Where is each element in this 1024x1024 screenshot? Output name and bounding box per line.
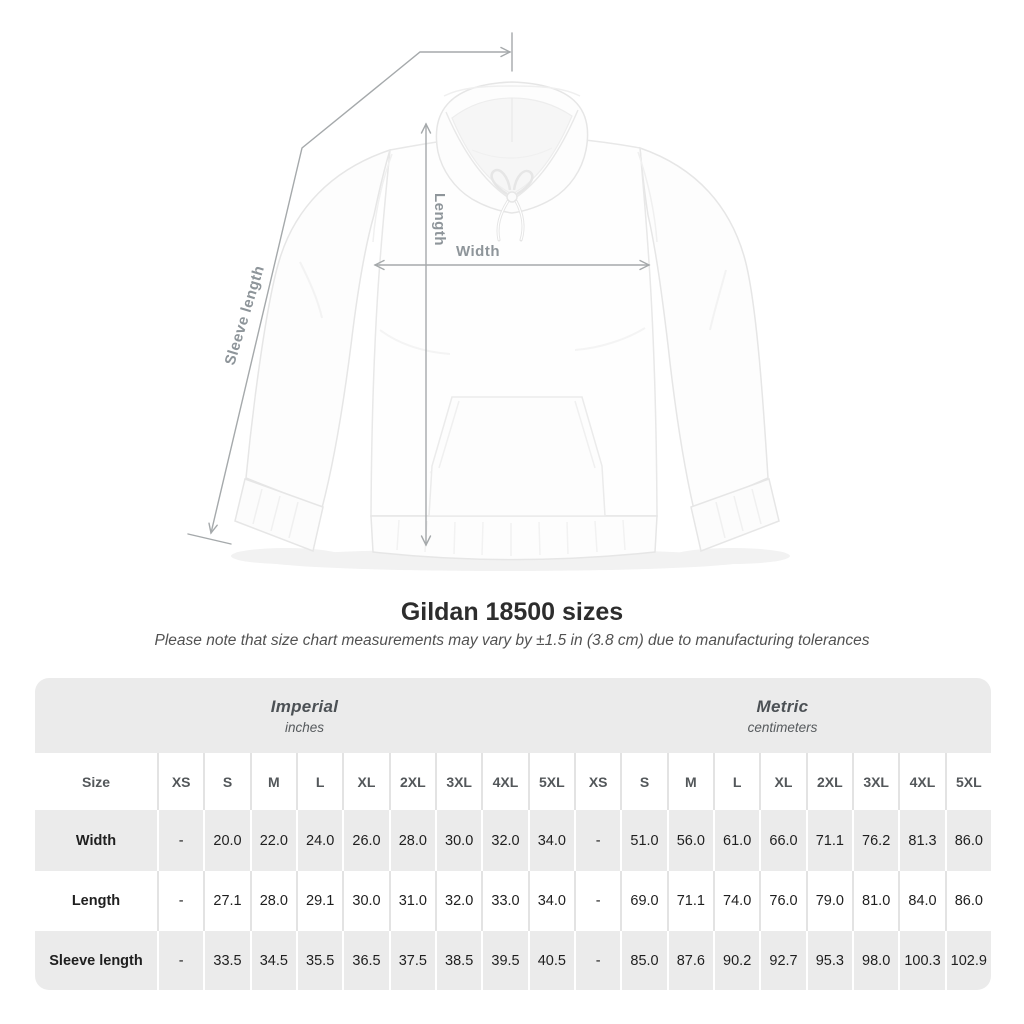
size-table: Imperial inches Metric centimeters Size XS S M L… [35,678,991,990]
value-cell: 95.3 [805,931,852,990]
hoodie-measurement-diagram: Sleeve length Length Width [187,32,790,571]
value-cell: - [157,871,204,931]
value-cell: 20.0 [203,810,250,871]
row-label: Sleeve length [35,931,157,990]
length-label: Length [431,193,448,246]
value-cell: 86.0 [944,871,991,931]
value-cell: 98.0 [851,931,899,990]
value-cell: 66.0 [759,810,806,871]
group-unit: inches [284,719,324,735]
value-cell: 35.5 [295,931,343,990]
value-cell: 40.5 [527,931,574,990]
row-label: Length [35,871,157,931]
column-header-7: 4XL [481,753,528,810]
page-title: Gildan 18500 sizes [400,598,624,626]
value-cell: 32.0 [481,810,528,871]
column-header-5: 2XL [388,753,435,810]
length-arrow: Length [420,122,448,547]
value-cell: 71.1 [666,871,713,931]
value-cell: 29.1 [295,871,343,931]
value-cell: 33.0 [481,871,528,931]
group-unit: centimeters [747,719,818,735]
column-header-17: 5XL [944,753,991,810]
column-header-14: 2XL [805,753,852,810]
group-label: Metric [756,696,809,716]
value-cell: - [573,871,621,931]
value-cell: 38.5 [434,931,482,990]
column-header-13: XL [759,753,806,810]
column-header-16: 4XL [898,753,945,810]
value-cell: 86.0 [944,810,991,871]
group-header-imperial: Imperial inches [35,678,574,753]
value-cell: 28.0 [388,810,435,871]
column-header-3: L [295,753,343,810]
value-cell: 71.1 [805,810,852,871]
heading: Gildan 18500 sizes Please note that size… [0,598,1024,650]
column-header-9: XS [573,753,621,810]
value-cell: 100.3 [898,931,945,990]
value-cell: 31.0 [388,871,435,931]
row-label: Width [35,810,157,871]
group-header-metric: Metric centimeters [573,678,991,753]
column-header-11: M [666,753,713,810]
tolerance-note: Please note that size chart measurements… [154,632,870,649]
value-cell: 34.0 [527,871,574,931]
value-cell: 61.0 [712,810,760,871]
column-header-12: L [712,753,760,810]
group-label: Imperial [270,696,339,716]
value-cell: 74.0 [712,871,760,931]
width-label: Width [456,243,500,260]
value-cell: 28.0 [249,871,296,931]
column-header-2: M [249,753,296,810]
value-cell: 79.0 [805,871,852,931]
value-cell: 76.2 [851,810,899,871]
value-cell: 81.0 [851,871,899,931]
column-header-6: 3XL [434,753,482,810]
value-cell: - [157,810,204,871]
value-cell: 24.0 [295,810,343,871]
width-arrow: Width [373,243,651,271]
column-header-15: 3XL [851,753,899,810]
column-header-4: XL [342,753,389,810]
value-cell: 81.3 [898,810,945,871]
column-header-size: Size [35,753,157,810]
value-cell: 36.5 [342,931,389,990]
value-cell: 51.0 [620,810,667,871]
column-header-10: S [620,753,667,810]
value-cell: 69.0 [620,871,667,931]
value-cell: - [157,931,204,990]
column-header-8: 5XL [527,753,574,810]
value-cell: 30.0 [342,871,389,931]
hoodie-illustration [231,81,790,571]
value-cell: - [573,931,621,990]
value-cell: 32.0 [434,871,482,931]
value-cell: 87.6 [666,931,713,990]
column-header-1: S [203,753,250,810]
value-cell: 102.9 [944,931,991,990]
value-cell: 56.0 [666,810,713,871]
value-cell: - [573,810,621,871]
column-header-0: XS [157,753,204,810]
value-cell: 34.0 [527,810,574,871]
value-cell: 37.5 [388,931,435,990]
value-cell: 76.0 [759,871,806,931]
value-cell: 90.2 [712,931,760,990]
value-cell: 30.0 [434,810,482,871]
value-cell: 92.7 [759,931,806,990]
value-cell: 39.5 [481,931,528,990]
value-cell: 34.5 [249,931,296,990]
value-cell: 85.0 [620,931,667,990]
value-cell: 84.0 [898,871,945,931]
value-cell: 33.5 [203,931,250,990]
value-cell: 22.0 [249,810,296,871]
value-cell: 26.0 [342,810,389,871]
value-cell: 27.1 [203,871,250,931]
